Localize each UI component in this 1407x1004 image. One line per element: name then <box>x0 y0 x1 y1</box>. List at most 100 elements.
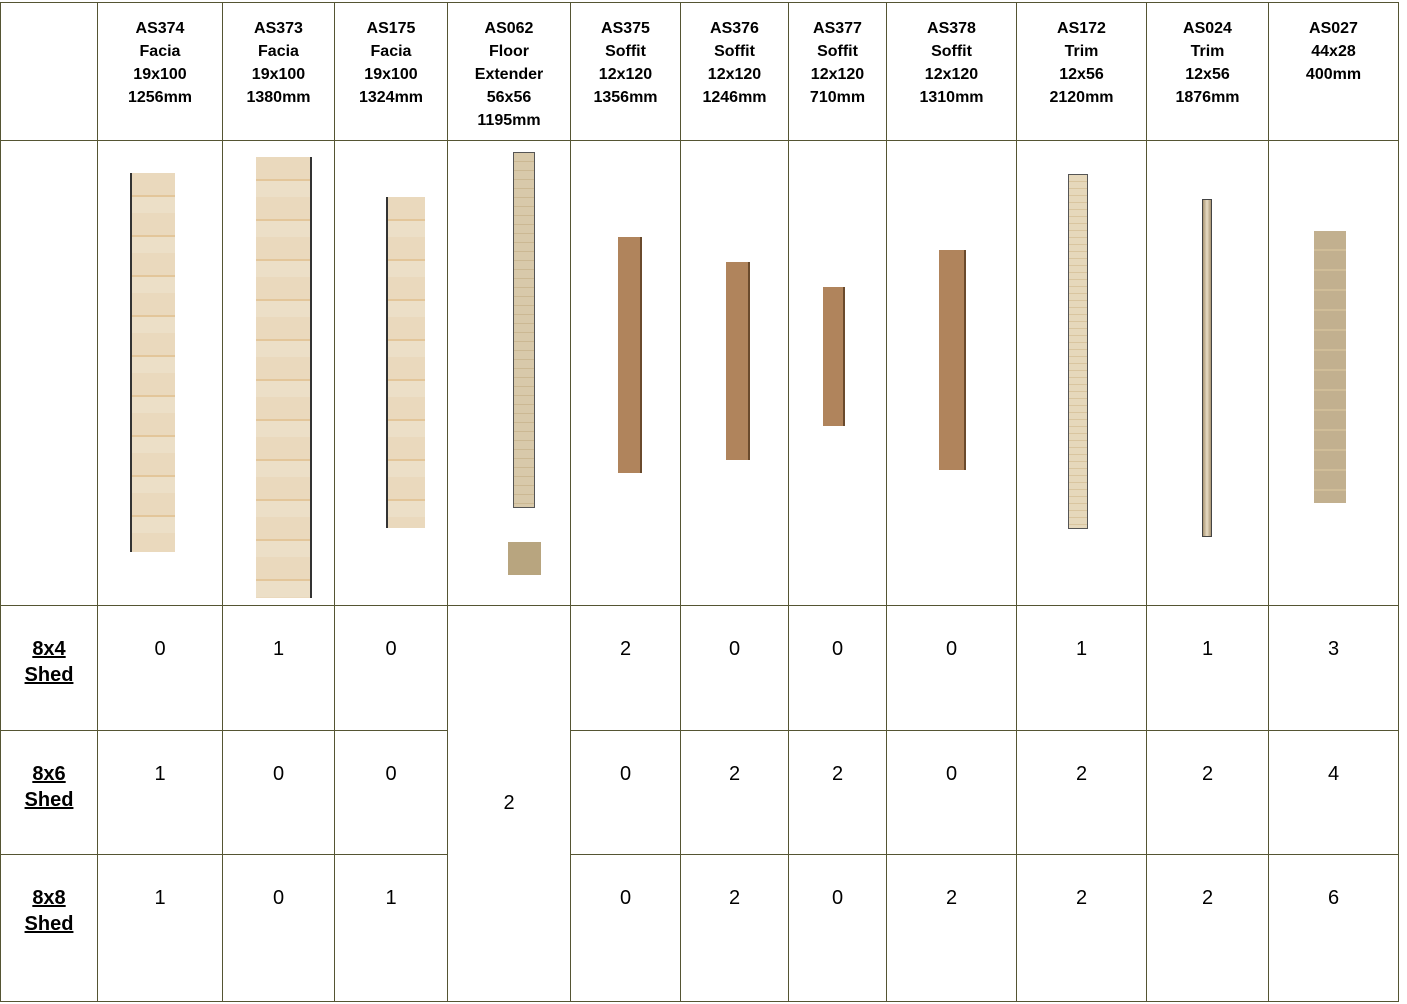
part-end-image <box>508 542 541 575</box>
cell <box>1146 140 1269 606</box>
quantity-cell: 0 <box>788 854 887 1002</box>
cell <box>570 140 681 606</box>
header-line: 12x120 <box>598 66 653 83</box>
quantity-cell: 2 <box>788 730 887 855</box>
header-line: Soffit <box>605 43 646 60</box>
quantity-cell: 2 <box>886 854 1017 1002</box>
row-label-line: Shed <box>24 913 74 935</box>
header-line: 12x56 <box>1059 66 1104 83</box>
header-line: 12x120 <box>924 66 979 83</box>
cell <box>447 140 571 606</box>
quantity-cell: 2 <box>680 730 789 855</box>
row-label: 8x4 Shed <box>0 605 98 731</box>
quantity-cell: 3 <box>1268 605 1399 731</box>
quantity-cell: 2 <box>1016 854 1147 1002</box>
row-label-line: 8x4 <box>32 638 66 660</box>
part-image <box>1068 174 1088 529</box>
quantity-cell: 0 <box>886 730 1017 855</box>
header-line: 710mm <box>809 89 866 106</box>
header-line: 1324mm <box>358 89 424 106</box>
cell <box>788 140 887 606</box>
header-line: 2120mm <box>1049 89 1114 106</box>
corner-cell <box>0 2 98 141</box>
row-label-line: Shed <box>24 664 74 686</box>
part-image <box>823 287 845 426</box>
quantity-cell: 0 <box>788 605 887 731</box>
header-line: Trim <box>1064 43 1099 60</box>
header-line: 1256mm <box>127 89 193 106</box>
header-cell: AS024 Trim 12x56 1876mm <box>1146 2 1269 141</box>
header-line: 1195mm <box>477 112 541 129</box>
header-line: Floor <box>489 43 529 60</box>
cell <box>1268 140 1399 606</box>
quantity-cell: 1 <box>97 730 223 855</box>
header-cell: AS377 Soffit 12x120 710mm <box>788 2 887 141</box>
quantity-cell: 0 <box>222 854 335 1002</box>
header-line: Facia <box>258 43 299 60</box>
header-cell: AS374 Facia 19x100 1256mm <box>97 2 223 141</box>
header-cell: AS175 Facia 19x100 1324mm <box>334 2 448 141</box>
quantity-cell: 2 <box>1146 854 1269 1002</box>
header-line: 19x100 <box>133 66 187 83</box>
quantity-cell: 0 <box>570 730 681 855</box>
header-line: Soffit <box>714 43 755 60</box>
row-label: 8x8 Shed <box>0 854 98 1002</box>
header-line: 19x100 <box>364 66 418 83</box>
quantity-cell: 2 <box>680 854 789 1002</box>
header-line: 19x100 <box>251 66 306 83</box>
cell <box>97 140 223 606</box>
header-line: Facia <box>139 43 181 60</box>
quantity-cell: 1 <box>1016 605 1147 731</box>
header-line: Facia <box>370 43 412 60</box>
quantity-cell: 1 <box>1146 605 1269 731</box>
quantity-cell: 2 <box>570 605 681 731</box>
header-line: 1246mm <box>702 89 767 106</box>
row-label-line: 8x6 <box>32 763 66 785</box>
part-image <box>1314 231 1346 503</box>
header-cell: AS373 Facia 19x100 1380mm <box>222 2 335 141</box>
row-label: 8x6 Shed <box>0 730 98 855</box>
header-line: 12x120 <box>707 66 762 83</box>
quantity-cell: 1 <box>97 854 223 1002</box>
header-line: Soffit <box>817 43 858 60</box>
part-image <box>618 237 642 473</box>
header-line: 12x56 <box>1185 66 1230 83</box>
part-image <box>1202 199 1212 537</box>
quantity-cell: 6 <box>1268 854 1399 1002</box>
quantity-cell: 0 <box>570 854 681 1002</box>
header-line: 400mm <box>1305 66 1362 83</box>
header-cell: AS172 Trim 12x56 2120mm <box>1016 2 1147 141</box>
header-line: 44x28 <box>1311 43 1356 60</box>
header-line: AS375 <box>601 20 650 37</box>
header-line: 12x120 <box>810 66 865 83</box>
cell <box>886 140 1017 606</box>
quantity-cell: 1 <box>222 605 335 731</box>
quantity-cell: 0 <box>222 730 335 855</box>
quantity-cell: 0 <box>886 605 1017 731</box>
header-line: AS027 <box>1309 20 1358 37</box>
data-row: 8x4 Shed 0 1 0 2 2 0 0 0 1 1 3 <box>0 605 1399 1002</box>
quantity-cell: 0 <box>97 605 223 731</box>
part-image <box>386 197 425 528</box>
row-label-line: 8x8 <box>32 887 66 909</box>
header-line: AS062 <box>484 20 534 37</box>
row-label-line: Shed <box>24 789 74 811</box>
image-row <box>0 140 1399 606</box>
header-line: 1310mm <box>919 89 984 106</box>
part-image <box>513 152 535 508</box>
header-cell: AS375 Soffit 12x120 1356mm <box>570 2 681 141</box>
quantity-cell: 2 <box>1146 730 1269 855</box>
header-line: Soffit <box>931 43 972 60</box>
header-line: AS376 <box>710 20 759 37</box>
header-line: AS374 <box>135 20 185 37</box>
header-line: AS378 <box>927 20 976 37</box>
header-line: 1380mm <box>246 89 311 106</box>
header-line: Extender <box>474 66 544 83</box>
quantity-cell: 2 <box>1016 730 1147 855</box>
header-line: 1876mm <box>1175 89 1240 106</box>
spanning-cell: 2 <box>447 605 571 1002</box>
part-image <box>726 262 750 460</box>
header-row: AS374 Facia 19x100 1256mm AS373 Facia 19x100 13… <box>0 2 1399 141</box>
header-cell: AS378 Soffit 12x120 1310mm <box>886 2 1017 141</box>
